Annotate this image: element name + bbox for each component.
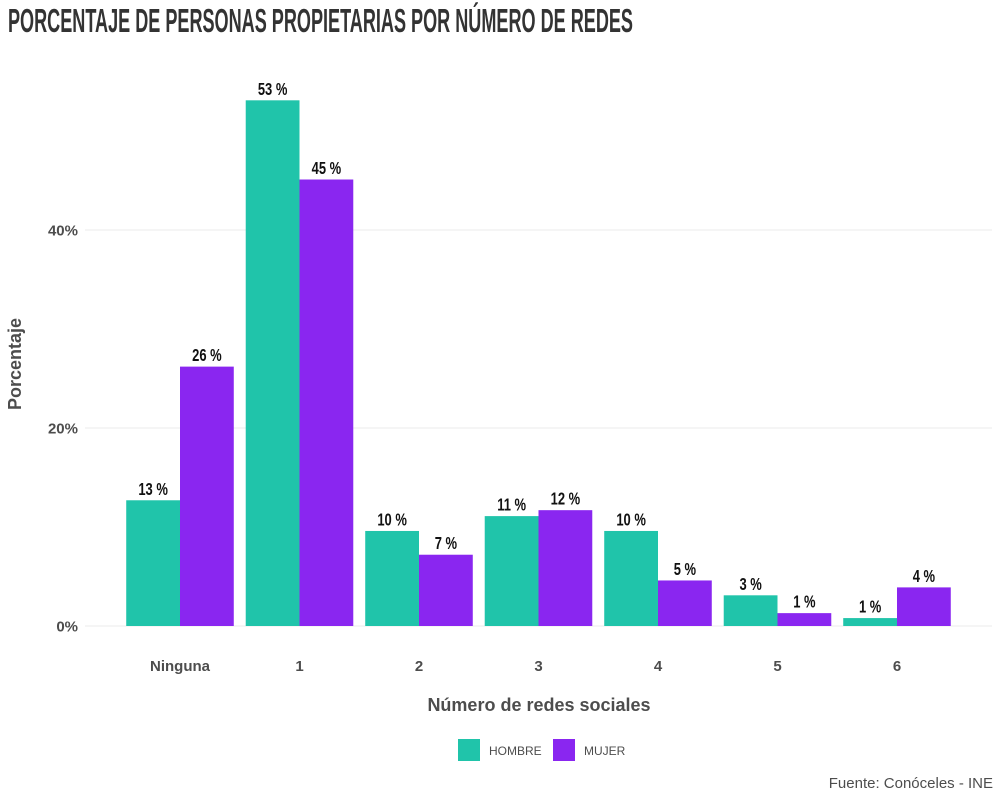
legend: HOMBRE MUJER <box>458 739 626 761</box>
x-tick-label: 2 <box>415 658 423 675</box>
data-label-hombre-6: 1 % <box>859 598 881 618</box>
data-label-mujer-2: 7 % <box>435 534 457 554</box>
data-label-hombre-4: 10 % <box>616 511 646 531</box>
data-label-hombre-1: 53 % <box>258 80 288 100</box>
data-label-mujer-1: 45 % <box>312 159 342 179</box>
legend-label-hombre: HOMBRE <box>489 744 542 758</box>
bar-hombre-1 <box>245 100 300 626</box>
y-axis: 0% 20% 40% <box>48 223 78 636</box>
x-tick-label: 4 <box>654 658 663 675</box>
data-label-hombre-3: 11 % <box>497 496 526 516</box>
bar-mujer-4 <box>657 580 712 626</box>
bar-mujer-ninguna <box>180 366 234 626</box>
x-axis: Ninguna 1 2 3 4 5 6 <box>150 658 901 675</box>
x-tick-label: 5 <box>773 658 781 675</box>
bar-mujer-2 <box>419 554 473 626</box>
bar-mujer-5 <box>777 613 832 626</box>
bar-mujer-6 <box>896 587 951 626</box>
y-tick-label: 40% <box>48 223 78 240</box>
source-caption: Fuente: Conóceles - INE <box>829 775 993 792</box>
data-labels: 13 % 53 % 10 % 11 % 10 % 3 % 1 % 26 % 45 % 7 % 12 … <box>138 80 935 617</box>
legend-label-mujer: MUJER <box>584 744 626 758</box>
bar-hombre-3 <box>484 516 539 626</box>
bar-mujer-1 <box>299 179 354 626</box>
legend-swatch-hombre <box>458 739 480 761</box>
y-axis-title: Porcentaje <box>5 318 25 410</box>
x-axis-title: Número de redes sociales <box>427 695 650 715</box>
data-label-mujer-4: 5 % <box>674 560 696 580</box>
data-label-hombre-ninguna: 13 % <box>138 480 168 500</box>
data-label-mujer-5: 1 % <box>793 593 815 613</box>
data-label-mujer-6: 4 % <box>913 567 935 587</box>
y-tick-label: 0% <box>56 619 78 636</box>
chart-title: PORCENTAJE DE PERSONAS PROPIETARIAS POR … <box>8 2 633 39</box>
x-tick-label: Ninguna <box>150 658 211 675</box>
x-tick-label: 1 <box>295 658 303 675</box>
legend-swatch-mujer <box>553 739 575 761</box>
data-label-hombre-2: 10 % <box>377 511 407 531</box>
bars <box>126 100 951 626</box>
bar-hombre-ninguna <box>126 500 181 626</box>
bar-hombre-6 <box>843 618 897 626</box>
x-tick-label: 6 <box>893 658 901 675</box>
bar-hombre-2 <box>365 530 420 626</box>
bar-hombre-4 <box>604 530 658 626</box>
data-label-mujer-ninguna: 26 % <box>192 346 222 366</box>
data-label-hombre-5: 3 % <box>739 575 761 595</box>
bar-mujer-3 <box>538 510 593 626</box>
x-tick-label: 3 <box>534 658 542 675</box>
y-tick-label: 20% <box>48 421 78 438</box>
bar-hombre-5 <box>723 595 778 626</box>
data-label-mujer-3: 12 % <box>551 490 581 510</box>
